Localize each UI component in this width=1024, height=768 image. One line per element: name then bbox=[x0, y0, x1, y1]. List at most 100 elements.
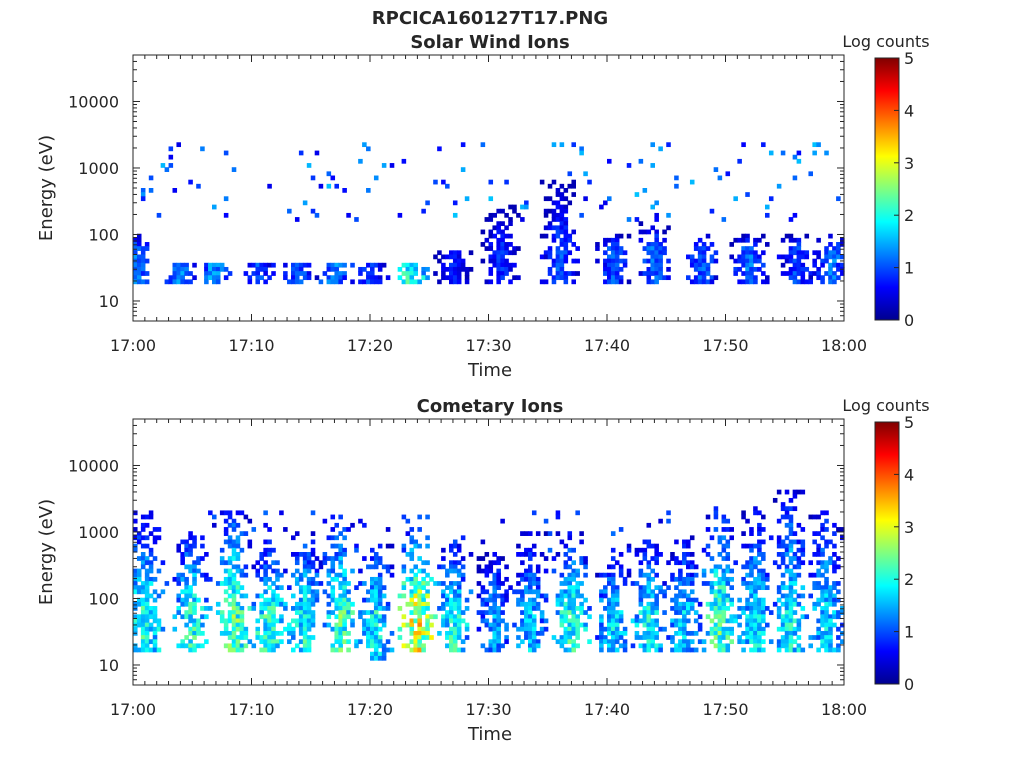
spectrogram-cell bbox=[251, 564, 257, 570]
spectrogram-cell bbox=[721, 527, 727, 532]
spectrogram-cell bbox=[709, 606, 715, 611]
spectrogram-cell bbox=[741, 581, 746, 586]
spectrogram-cell bbox=[701, 258, 707, 264]
spectrogram-cell bbox=[753, 543, 758, 549]
spectrogram-cell bbox=[607, 643, 612, 649]
spectrogram-cell bbox=[559, 212, 565, 218]
spectrogram-cell bbox=[563, 601, 569, 607]
spectrogram-cell bbox=[776, 610, 782, 615]
spectrogram-cell bbox=[294, 618, 300, 624]
spectrogram-cell bbox=[338, 614, 343, 620]
spectrogram-cell bbox=[417, 279, 422, 285]
spectrogram-cell bbox=[417, 581, 422, 586]
spectrogram-cell bbox=[832, 246, 837, 251]
spectrogram-cell bbox=[575, 258, 580, 264]
spectrogram-cell bbox=[579, 212, 584, 218]
spectrogram-cell bbox=[373, 655, 379, 661]
spectrogram-cell bbox=[792, 556, 798, 561]
spectrogram-cell bbox=[753, 593, 758, 599]
spectrogram-cell bbox=[148, 188, 154, 193]
spectrogram-cell bbox=[828, 275, 833, 281]
spectrogram-cell bbox=[263, 266, 268, 272]
spectrogram-cell bbox=[302, 564, 308, 570]
spectrogram-cell bbox=[531, 552, 537, 557]
spectrogram-cell bbox=[133, 275, 138, 281]
spectrogram-cell bbox=[480, 614, 486, 620]
spectrogram-cell bbox=[820, 589, 825, 595]
spectrogram-cell bbox=[140, 630, 146, 636]
spectrogram-cell bbox=[492, 560, 497, 566]
spectrogram-cell bbox=[567, 535, 573, 541]
spectrogram-cell bbox=[413, 643, 418, 649]
spectrogram-cell bbox=[543, 225, 549, 231]
spectrogram-cell bbox=[713, 589, 719, 595]
spectrogram-cell bbox=[370, 597, 375, 603]
spectrogram-cell bbox=[488, 196, 494, 202]
spectrogram-cell bbox=[603, 585, 608, 591]
spectrogram-cell bbox=[575, 635, 580, 640]
spectrogram-cell bbox=[725, 543, 731, 549]
spectrogram-cell bbox=[555, 597, 561, 603]
spectrogram-cell bbox=[836, 246, 841, 251]
spectrogram-cell bbox=[504, 639, 509, 645]
spectrogram-cell bbox=[231, 518, 237, 524]
spectrogram-cell bbox=[136, 233, 142, 239]
spectrogram-cell bbox=[140, 610, 146, 615]
spectrogram-cell bbox=[192, 539, 197, 545]
spectrogram-cell bbox=[729, 585, 734, 591]
spectrogram-cell bbox=[741, 233, 746, 239]
spectrogram-cell bbox=[409, 568, 415, 574]
spectrogram-cell bbox=[666, 266, 671, 272]
spectrogram-cell bbox=[796, 626, 802, 632]
spectrogram-cell bbox=[445, 614, 450, 620]
spectrogram-cell bbox=[528, 635, 533, 640]
spectrogram-cell bbox=[373, 643, 379, 649]
spectrogram-cell bbox=[504, 593, 509, 599]
spectrogram-cell bbox=[524, 622, 529, 628]
spectrogram-cell bbox=[294, 576, 300, 582]
spectrogram-cell bbox=[251, 643, 257, 649]
spectrogram-cell bbox=[788, 576, 794, 582]
spectrogram-cell bbox=[342, 597, 347, 603]
spectrogram-cell bbox=[737, 258, 742, 264]
spectrogram-cell bbox=[397, 212, 403, 218]
spectrogram-cell bbox=[267, 635, 272, 640]
spectrogram-cell bbox=[670, 556, 675, 561]
x-tick-label: 17:50 bbox=[702, 336, 748, 355]
spectrogram-cell bbox=[417, 543, 422, 549]
spectrogram-cell bbox=[780, 543, 786, 549]
spectrogram-cell bbox=[761, 539, 766, 545]
spectrogram-cell bbox=[729, 568, 734, 574]
spectrogram-cell bbox=[496, 581, 501, 586]
spectrogram-cell bbox=[816, 585, 821, 591]
spectrogram-cell bbox=[622, 250, 628, 256]
spectrogram-cell bbox=[614, 593, 620, 599]
spectrogram-cell bbox=[449, 262, 454, 268]
spectrogram-cell bbox=[646, 589, 652, 595]
spectrogram-cell bbox=[172, 266, 178, 272]
spectrogram-cell bbox=[219, 266, 225, 272]
spectrogram-cell bbox=[666, 560, 671, 566]
spectrogram-cell bbox=[271, 560, 276, 566]
spectrogram-cell bbox=[425, 535, 430, 541]
spectrogram-cell bbox=[674, 576, 679, 582]
spectrogram-cell bbox=[721, 514, 727, 520]
spectrogram-cell bbox=[788, 610, 794, 615]
spectrogram-cell bbox=[603, 279, 608, 285]
spectrogram-cell bbox=[279, 510, 284, 516]
spectrogram-cell bbox=[528, 531, 533, 536]
spectrogram-cell bbox=[358, 639, 363, 645]
spectrogram-cell bbox=[824, 610, 829, 615]
spectrogram-cell bbox=[784, 489, 790, 495]
spectrogram-cell bbox=[697, 237, 703, 243]
spectrogram-cell bbox=[563, 233, 569, 239]
spectrogram-cell bbox=[184, 635, 189, 640]
spectrogram-cell bbox=[539, 552, 545, 557]
spectrogram-cell bbox=[571, 606, 576, 611]
spectrogram-cell bbox=[524, 589, 529, 595]
spectrogram-cell bbox=[646, 279, 652, 285]
spectrogram-cell bbox=[555, 188, 561, 193]
spectrogram-cell bbox=[784, 514, 790, 520]
spectrogram-cell bbox=[263, 630, 268, 636]
spectrogram-cell bbox=[551, 142, 557, 148]
